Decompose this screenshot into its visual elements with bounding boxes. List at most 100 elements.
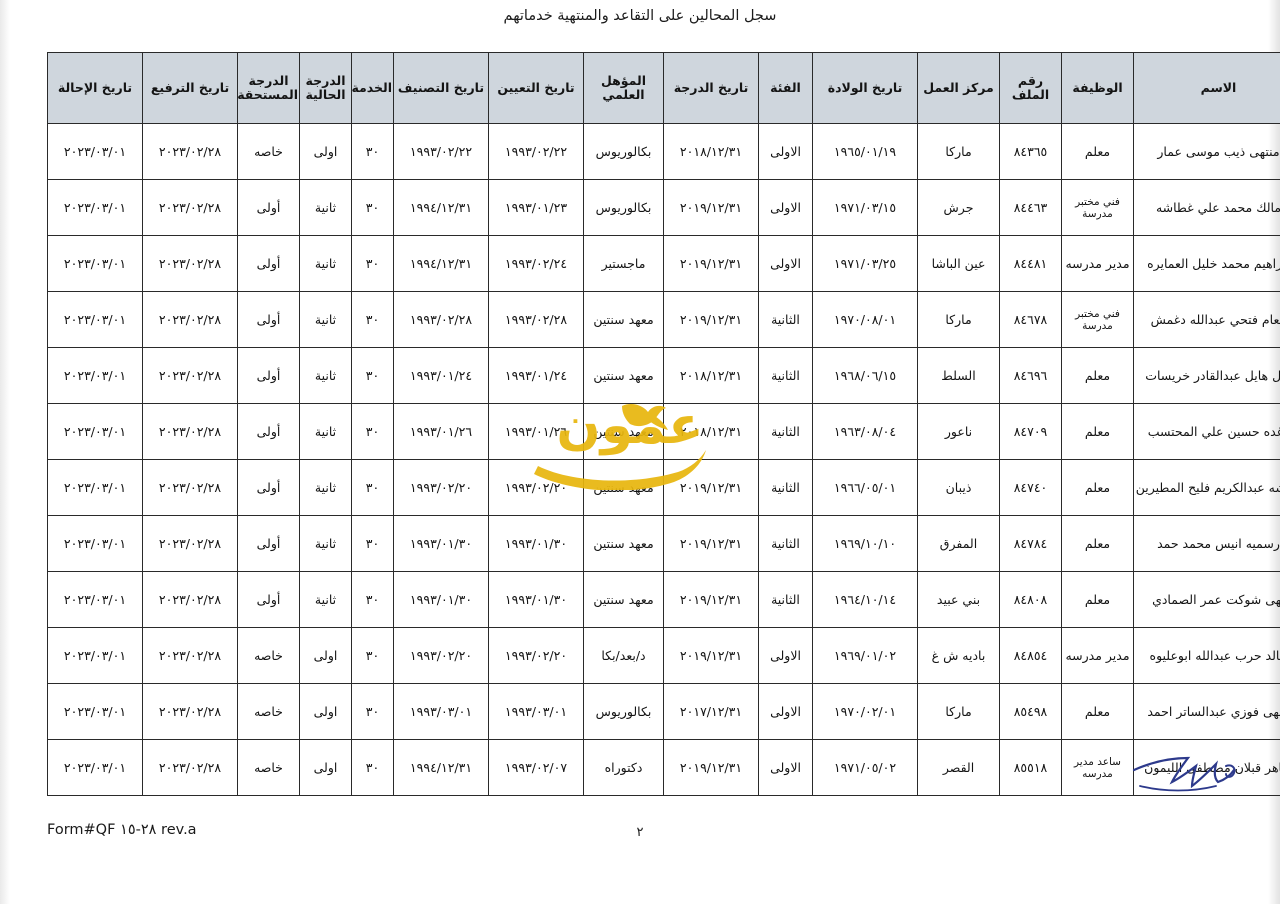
cell-file-number: ٨٤٦٩٦ [999, 347, 1062, 404]
cell-qualification: معهد سنتين [583, 571, 664, 628]
column-header-degree-date: تاريخ الدرجة [663, 52, 759, 124]
cell-current-degree: ثانية [299, 403, 352, 460]
cell-appointment-date: ١٩٩٣/٠٣/٠١ [488, 683, 584, 740]
cell-current-degree: ثانية [299, 347, 352, 404]
cell-appointment-date: ١٩٩٣/٠٢/٠٧ [488, 739, 584, 796]
cell-qualification: دكتوراه [583, 739, 664, 796]
cell-work-center: ماركا [917, 123, 1000, 180]
cell-due-degree: أولى [237, 515, 300, 572]
cell-promotion-date: ٢٠٢٣/٠٢/٢٨ [142, 459, 238, 516]
cell-current-degree: ثانية [299, 235, 352, 292]
cell-appointment-date: ١٩٩٣/٠٢/٢٢ [488, 123, 584, 180]
cell-work-center: بني عبيد [917, 571, 1000, 628]
cell-category: الاولى [758, 739, 813, 796]
cell-referral-date: ٢٠٢٣/٠٣/٠١ [47, 459, 143, 516]
cell-current-degree: اولى [299, 739, 352, 796]
cell-degree-date: ٢٠١٧/١٢/٣١ [663, 683, 759, 740]
cell-appointment-date: ١٩٩٣/٠١/٢٦ [488, 403, 584, 460]
cell-current-degree: ثانية [299, 179, 352, 236]
cell-due-degree: أولى [237, 235, 300, 292]
cell-service: ٣٠ [351, 459, 394, 516]
cell-work-center: عين الباشا [917, 235, 1000, 292]
table-row: ٢٤سهى فوزي عبدالساتر احمدمعلم٨٥٤٩٨ماركا١… [47, 683, 1280, 740]
cell-qualification: بكالوريوس [583, 179, 664, 236]
cell-classification-date: ١٩٩٣/٠١/٢٤ [393, 347, 489, 404]
cell-work-center: ذيبان [917, 459, 1000, 516]
cell-degree-date: ٢٠١٩/١٢/٣١ [663, 515, 759, 572]
cell-qualification: بكالوريوس [583, 123, 664, 180]
cell-category: الاولى [758, 683, 813, 740]
cell-referral-date: ٢٠٢٣/٠٣/٠١ [47, 515, 143, 572]
cell-name: ابراهيم محمد خليل العمايره [1133, 235, 1280, 292]
cell-degree-date: ٢٠١٩/١٢/٣١ [663, 179, 759, 236]
table-header-row: الرقم الاسم الوظيفة رقم الملف مركز العمل… [47, 52, 1280, 124]
column-header-due-degree: الدرجة المستحقة [237, 52, 300, 124]
cell-promotion-date: ٢٠٢٣/٠٢/٢٨ [142, 179, 238, 236]
cell-referral-date: ٢٠٢٣/٠٣/٠١ [47, 571, 143, 628]
cell-service: ٣٠ [351, 683, 394, 740]
cell-file-number: ٨٤٤٨١ [999, 235, 1062, 292]
cell-due-degree: أولى [237, 179, 300, 236]
cell-birth-date: ١٩٦٣/٠٨/٠٤ [812, 403, 918, 460]
cell-birth-date: ١٩٦٩/١٠/١٠ [812, 515, 918, 572]
cell-promotion-date: ٢٠٢٣/٠٢/٢٨ [142, 627, 238, 684]
cell-category: الثانية [758, 403, 813, 460]
cell-qualification: معهد سنتين [583, 403, 664, 460]
cell-current-degree: ثانية [299, 291, 352, 348]
cell-work-center: السلط [917, 347, 1000, 404]
cell-referral-date: ٢٠٢٣/٠٣/٠١ [47, 739, 143, 796]
cell-qualification: د/بعد/بكا [583, 627, 664, 684]
cell-category: الثانية [758, 571, 813, 628]
cell-current-degree: اولى [299, 627, 352, 684]
cell-degree-date: ٢٠١٩/١٢/٣١ [663, 235, 759, 292]
cell-appointment-date: ١٩٩٣/٠١/٢٤ [488, 347, 584, 404]
cell-file-number: ٨٤٦٧٨ [999, 291, 1062, 348]
cell-qualification: بكالوريوس [583, 683, 664, 740]
cell-appointment-date: ١٩٩٣/٠١/٣٠ [488, 515, 584, 572]
column-header-appointment-date: تاريخ التعيين [488, 52, 584, 124]
cell-degree-date: ٢٠١٩/١٢/٣١ [663, 459, 759, 516]
cell-current-degree: ثانية [299, 571, 352, 628]
cell-promotion-date: ٢٠٢٣/٠٢/٢٨ [142, 403, 238, 460]
cell-file-number: ٨٥٤٩٨ [999, 683, 1062, 740]
column-header-qualification: المؤهل العلمي [583, 52, 664, 124]
cell-qualification: معهد سنتين [583, 347, 664, 404]
cell-birth-date: ١٩٦٥/٠١/١٩ [812, 123, 918, 180]
cell-classification-date: ١٩٩٤/١٢/٣١ [393, 179, 489, 236]
cell-due-degree: أولى [237, 347, 300, 404]
table-row: ١٤منتهى ذيب موسى عمارمعلم٨٤٣٦٥ماركا١٩٦٥/… [47, 123, 1280, 180]
cell-classification-date: ١٩٩٣/٠٢/٢٨ [393, 291, 489, 348]
column-header-service: الخدمة [351, 52, 394, 124]
cell-current-degree: اولى [299, 683, 352, 740]
cell-job: مدير مدرسه [1061, 627, 1134, 684]
cell-degree-date: ٢٠١٨/١٢/٣١ [663, 347, 759, 404]
cell-job: فني مختبر مدرسة [1061, 291, 1134, 348]
cell-birth-date: ١٩٦٦/٠٥/٠١ [812, 459, 918, 516]
cell-category: الاولى [758, 123, 813, 180]
cell-due-degree: أولى [237, 291, 300, 348]
cell-promotion-date: ٢٠٢٣/٠٢/٢٨ [142, 123, 238, 180]
cell-qualification: ماجستير [583, 235, 664, 292]
cell-file-number: ٨٤٧٤٠ [999, 459, 1062, 516]
cell-due-degree: أولى [237, 459, 300, 516]
cell-service: ٣٠ [351, 739, 394, 796]
cell-current-degree: اولى [299, 123, 352, 180]
table-row: ١٩رغده حسين علي المحتسبمعلم٨٤٧٠٩ناعور١٩٦… [47, 403, 1280, 460]
cell-appointment-date: ١٩٩٣/٠١/٢٣ [488, 179, 584, 236]
cell-work-center: ماركا [917, 683, 1000, 740]
cell-referral-date: ٢٠٢٣/٠٣/٠١ [47, 123, 143, 180]
cell-work-center: جرش [917, 179, 1000, 236]
cell-work-center: ماركا [917, 291, 1000, 348]
cell-classification-date: ١٩٩٤/١٢/٣١ [393, 739, 489, 796]
cell-due-degree: خاصه [237, 683, 300, 740]
column-header-job: الوظيفة [1061, 52, 1134, 124]
cell-appointment-date: ١٩٩٣/٠١/٣٠ [488, 571, 584, 628]
cell-job: معلم [1061, 347, 1134, 404]
cell-classification-date: ١٩٩٣/٠٢/٢٠ [393, 459, 489, 516]
cell-classification-date: ١٩٩٣/٠٣/٠١ [393, 683, 489, 740]
cell-classification-date: ١٩٩٣/٠٢/٢٠ [393, 627, 489, 684]
